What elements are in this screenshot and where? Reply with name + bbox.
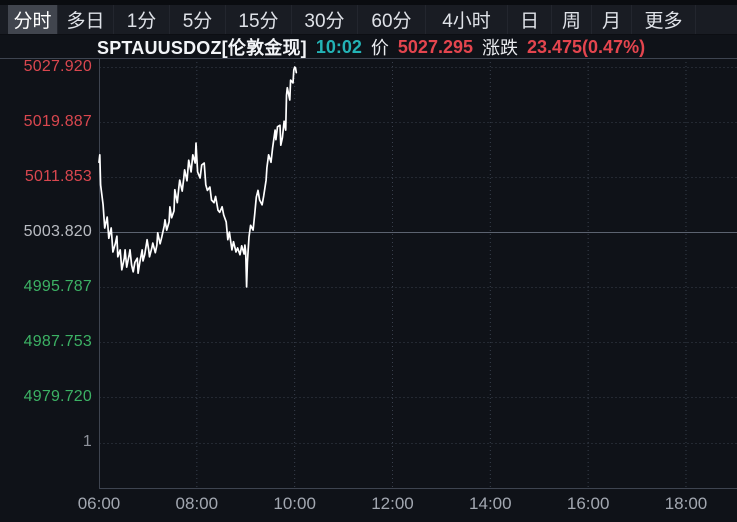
y-axis-label: 4979.720	[23, 388, 92, 405]
x-axis-label: 16:00	[566, 494, 610, 513]
price-line	[98, 66, 298, 288]
y-axis-label: 5003.820	[23, 223, 92, 240]
period-tab-9[interactable]: 周	[552, 5, 592, 34]
period-tab-4[interactable]: 15分	[226, 5, 292, 34]
period-tab-6[interactable]: 60分	[358, 5, 426, 34]
change-label: 涨跌	[481, 38, 518, 58]
period-tab-10[interactable]: 月	[592, 5, 632, 34]
intraday-chart-canvas[interactable]: 5027.920 5019.887 5011.853 5003.820 4995.787…	[0, 58, 737, 489]
period-tab-0[interactable]: 分时	[8, 5, 58, 34]
quote-time: 10:02	[315, 36, 362, 57]
last-price: 5027.295	[397, 36, 473, 57]
period-tab-5[interactable]: 30分	[292, 5, 358, 34]
y-axis-label: 5027.920	[23, 58, 92, 75]
y-axis-label: 4987.753	[23, 333, 92, 350]
period-tab-3[interactable]: 5分	[170, 5, 226, 34]
window-top-strip	[0, 0, 737, 5]
period-tab-8[interactable]: 日	[508, 5, 552, 34]
period-tab-2[interactable]: 1分	[114, 5, 170, 34]
period-tab-1[interactable]: 多日	[58, 5, 114, 34]
x-axis-label: 06:00	[77, 494, 121, 513]
x-axis-label: 08:00	[175, 494, 219, 513]
y-axis-label: 5019.887	[23, 113, 92, 130]
sub-panel-scale-label: 1	[82, 433, 92, 450]
period-tab-11[interactable]: 更多	[632, 5, 696, 34]
period-tab-bar: 分时 多日 1分 5分 15分 30分 60分 4小时日周月更多	[0, 5, 737, 35]
x-axis: 06:00 08:00 10:00 12:00 14:00 16:00 18:00	[0, 489, 737, 522]
x-axis-label: 12:00	[371, 494, 414, 513]
chart-plot-svg	[0, 58, 737, 489]
symbol-name: SPTAUUSDOZ[伦敦金现]	[97, 38, 307, 58]
x-axis-label: 14:00	[469, 494, 512, 513]
quote-bar: SPTAUUSDOZ[伦敦金现] 10:02 价 5027.295 涨跌 23.…	[0, 35, 737, 59]
y-axis-label: 5011.853	[24, 168, 92, 185]
y-axis-label: 4995.787	[23, 278, 92, 295]
change-value: 23.475(0.47%)	[526, 36, 646, 57]
x-axis-label: 10:00	[273, 494, 316, 513]
price-label: 价	[370, 38, 389, 58]
period-tab-7[interactable]: 4小时	[426, 5, 508, 34]
x-axis-label: 18:00	[664, 494, 708, 513]
